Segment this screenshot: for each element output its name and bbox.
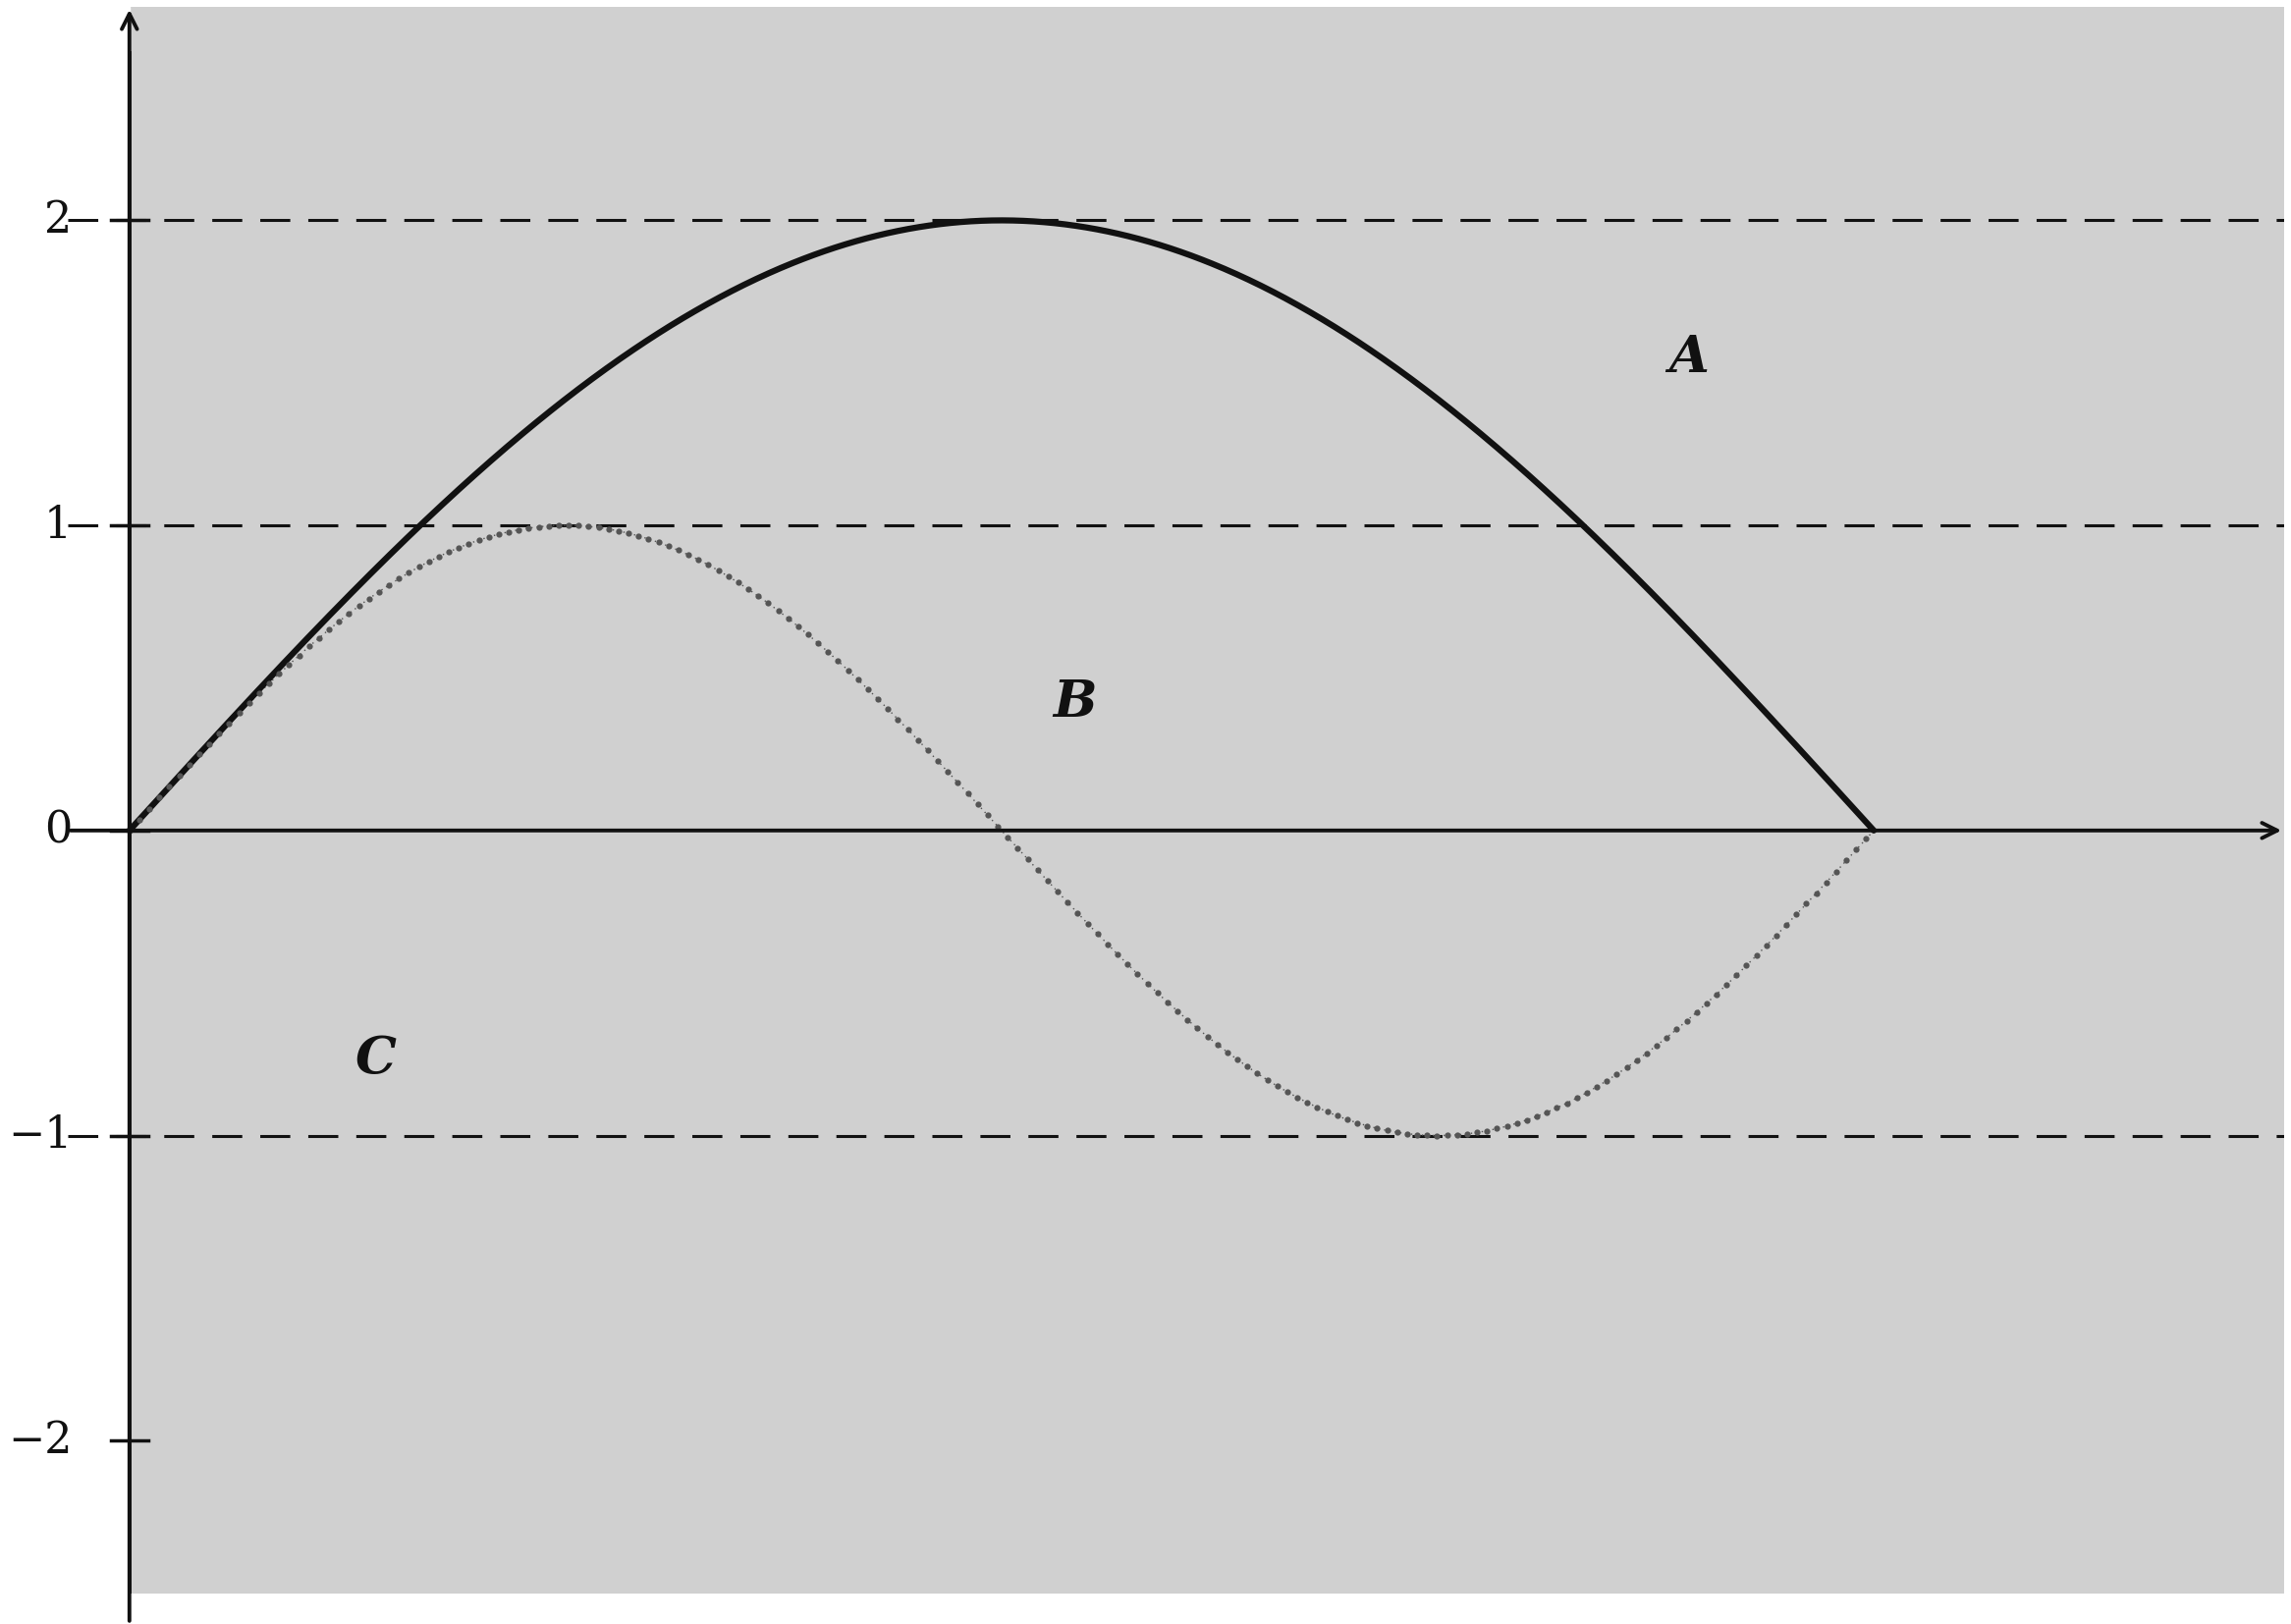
Text: −2: −2	[7, 1419, 71, 1462]
Text: A: A	[1668, 333, 1709, 383]
Text: −1: −1	[7, 1114, 71, 1156]
Text: 1: 1	[44, 503, 71, 547]
Text: 2: 2	[44, 200, 71, 242]
Text: 0: 0	[44, 809, 71, 851]
Text: C: C	[355, 1034, 396, 1085]
Text: B: B	[1054, 677, 1097, 728]
